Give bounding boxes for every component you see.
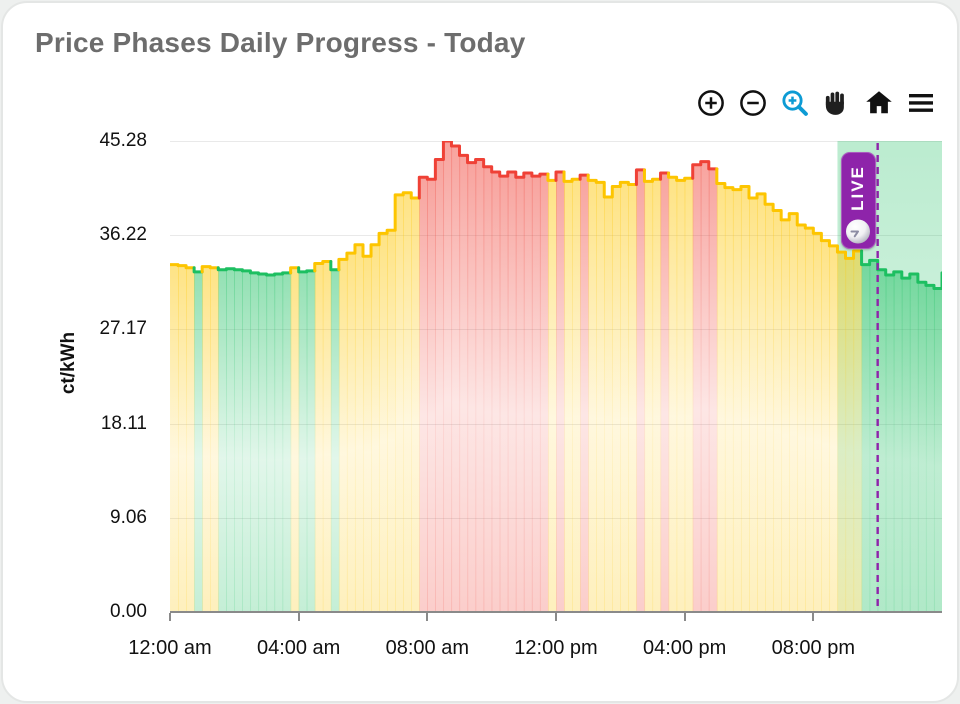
home-button[interactable] xyxy=(863,87,895,119)
zoom-in-button[interactable] xyxy=(695,87,727,119)
y-tick-label: 18.11 xyxy=(100,412,147,434)
x-axis-tick xyxy=(812,613,815,621)
page-title: Price Phases Daily Progress - Today xyxy=(35,27,526,58)
x-axis-tick xyxy=(169,613,171,621)
y-tick-label: 36.22 xyxy=(99,224,147,246)
x-tick-label: 12:00 pm xyxy=(514,637,598,659)
chart-canvas[interactable] xyxy=(170,141,942,612)
x-tick-label: 12:00 am xyxy=(128,637,212,659)
gridline xyxy=(170,141,942,142)
y-tick-label: 27.17 xyxy=(99,318,147,340)
x-tick-label: 04:00 am xyxy=(256,637,341,659)
zoom-out-button[interactable] xyxy=(737,87,769,119)
zoom-in-icon xyxy=(698,90,724,116)
live-badge: LIVE xyxy=(840,152,876,249)
hamburger-menu-icon xyxy=(909,94,933,112)
y-tick-label: 45.28 xyxy=(99,130,147,151)
y-tick-label: 0.00 xyxy=(110,601,147,622)
chart-modebar xyxy=(695,87,937,119)
pan-button[interactable] xyxy=(821,87,853,119)
zoom-out-icon xyxy=(740,90,766,116)
x-tick-label: 08:00 pm xyxy=(771,637,856,659)
x-axis-line xyxy=(170,611,942,613)
clock-icon xyxy=(846,219,871,244)
y-tick-label: 9.06 xyxy=(110,506,147,528)
x-tick-label: 08:00 am xyxy=(385,637,470,659)
x-axis-tick xyxy=(426,613,429,621)
box-zoom-button[interactable] xyxy=(779,87,811,119)
hand-icon xyxy=(825,91,844,115)
x-axis-tick xyxy=(555,613,557,621)
y-axis-title: ct/kWh xyxy=(58,331,79,395)
live-badge-label: LIVE xyxy=(848,165,868,211)
x-axis-tick xyxy=(683,613,686,621)
x-tick-label: 04:00 pm xyxy=(642,637,727,659)
x-axis-tick xyxy=(297,613,300,621)
magnifier-plus-icon xyxy=(782,90,808,116)
home-icon xyxy=(866,91,892,114)
menu-button[interactable] xyxy=(905,87,937,119)
